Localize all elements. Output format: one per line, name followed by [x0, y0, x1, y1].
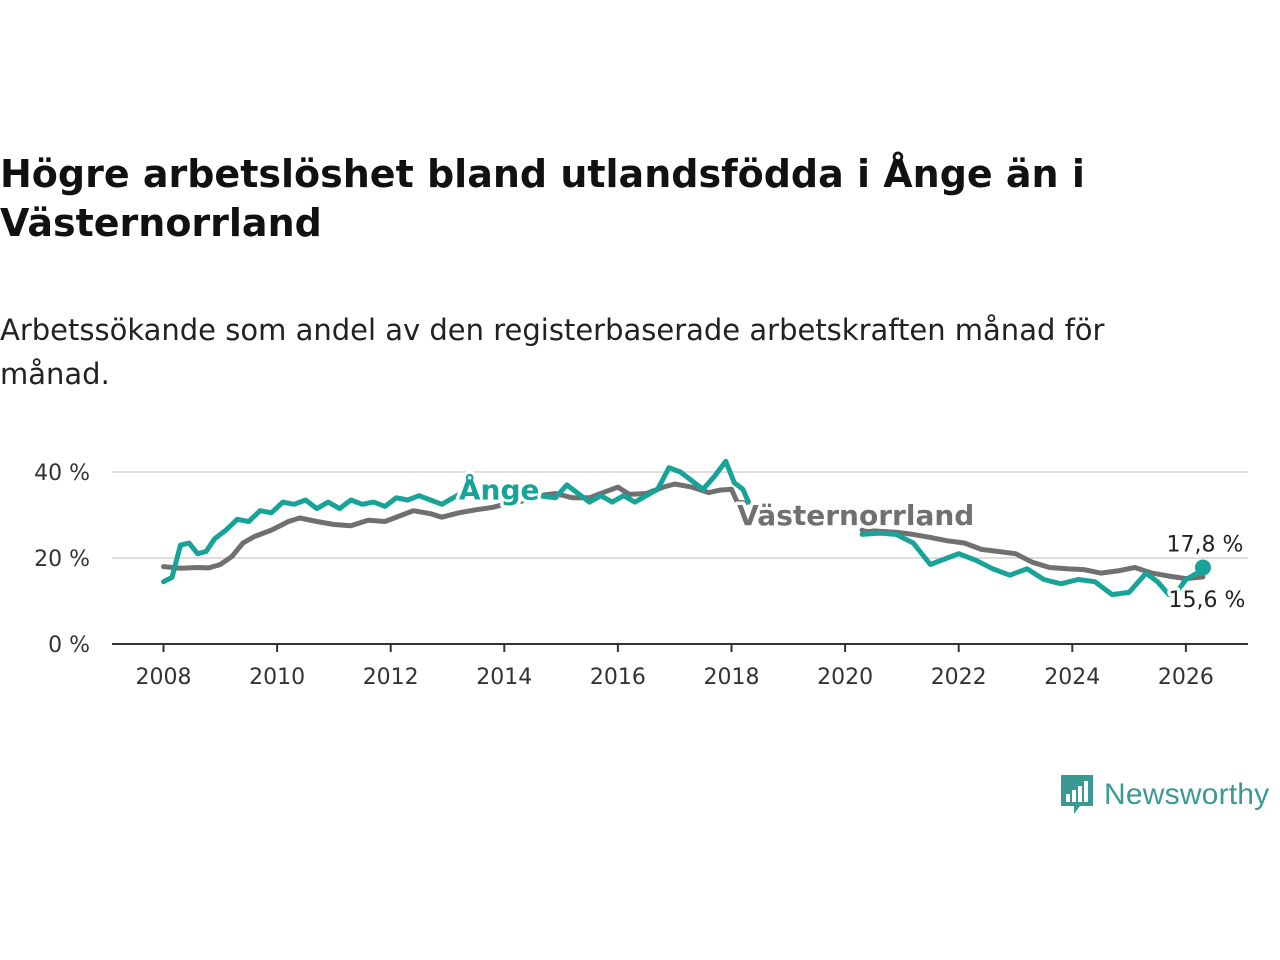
y-tick-label: 40 %: [34, 461, 90, 486]
end-label-vasternorrland: 15,6 %: [1168, 588, 1245, 613]
line-chart: 0 % 20 % 40 % 2008 2010 2012 2014 2016 2018 2020 2…: [34, 458, 1249, 690]
chart-subtitle: Arbetssökande som andel av den registerb…: [0, 313, 1105, 391]
x-tick-label: 2020: [817, 665, 873, 690]
chart-title: Högre arbetslöshet bland utlandsfödda i …: [0, 152, 1085, 245]
end-label-ange: 17,8 %: [1166, 532, 1243, 557]
series-lines: [161, 458, 1211, 598]
series-labels: Ånge Västernorrland 17,8 % 15,6 %: [455, 469, 1249, 616]
series-end-point-ange: [1194, 559, 1211, 576]
x-tick-label: 2018: [704, 665, 760, 690]
series-label-vasternorrland: Västernorrland: [737, 499, 974, 532]
x-tick-label: 2012: [363, 665, 419, 690]
series-line-ange: [859, 530, 1206, 598]
newsworthy-logo-icon: [1061, 775, 1093, 814]
x-tick-label: 2022: [931, 665, 987, 690]
x-tick-label: 2024: [1044, 665, 1100, 690]
x-tick-label: 2010: [249, 665, 305, 690]
y-tick-label: 20 %: [34, 547, 90, 572]
series-label-ange: Ånge: [459, 473, 540, 507]
newsworthy-logo: Newsworthy: [1058, 772, 1269, 818]
x-tick-label: 2008: [136, 665, 192, 690]
y-tick-label: 0 %: [48, 633, 90, 658]
axis: 0 % 20 % 40 % 2008 2010 2012 2014 2016 2018 2020 2…: [34, 461, 1248, 690]
x-tick-label: 2026: [1158, 665, 1214, 690]
newsworthy-logo-text: Newsworthy: [1104, 778, 1270, 811]
x-tick-label: 2016: [590, 665, 646, 690]
series-line-vasternorrland: [161, 481, 749, 571]
series-line-ange: [161, 458, 751, 585]
x-tick-label: 2014: [476, 665, 532, 690]
